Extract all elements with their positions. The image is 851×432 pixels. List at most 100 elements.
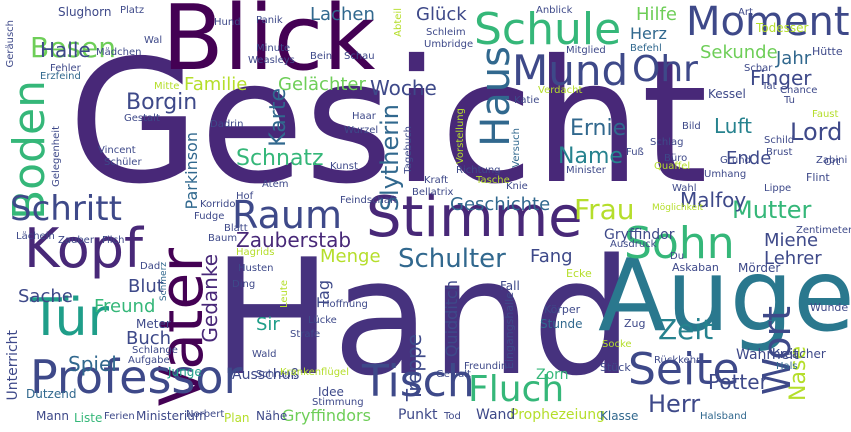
word-wal: Wal: [144, 35, 163, 46]
word-wand: Wand: [476, 407, 516, 423]
word-nähe: Nähe: [256, 409, 288, 423]
word-halle: Halle: [40, 38, 91, 62]
word-zentimeter: Zentimeter: [796, 225, 851, 236]
word-chance: Chance: [780, 85, 818, 96]
word-weasleys: Weasleys: [248, 55, 295, 66]
word-vorstellung: Vorstellung: [455, 108, 466, 165]
word-zauberstab: Zauberstab: [236, 228, 352, 252]
word-spiel: Spiel: [68, 352, 117, 376]
word-panik: Panik: [256, 15, 283, 26]
word-haus: Haus: [473, 46, 519, 147]
word-schlag: Schlag: [650, 137, 684, 148]
word-geschichte: Geschichte: [450, 194, 551, 215]
word-professor: Professor: [30, 350, 243, 404]
word-zorn: Zorn: [536, 367, 569, 383]
word-schmerz: Schmerz: [159, 262, 169, 302]
word-sekunde: Sekunde: [700, 42, 778, 63]
word-fluch: Fluch: [468, 369, 565, 410]
word-lippe: Lippe: [764, 183, 792, 194]
word-haar: Haar: [352, 111, 376, 122]
word-umbridge: Umbridge: [424, 39, 474, 50]
word-parkinson: Parkinson: [182, 132, 201, 210]
word-korridor: Korridor: [200, 199, 240, 210]
word-umhang: Umhang: [704, 169, 747, 180]
word-tod: Tod: [444, 411, 461, 422]
word-gesicht: Gesicht: [68, 24, 708, 222]
word-blatt: Blatt: [224, 223, 248, 234]
word-hütte: Hütte: [812, 45, 843, 58]
word-erzfeind: Erzfeind: [40, 71, 81, 82]
word-bein: Bein: [310, 51, 333, 62]
word-stunde: Stunde: [540, 317, 583, 331]
word-zeit: Zeit: [658, 313, 714, 346]
word-mitte: Mitte: [154, 81, 180, 92]
word-ding: Ding: [232, 279, 256, 290]
word-baum: Baum: [208, 233, 238, 244]
word-freund: Freund: [94, 296, 156, 317]
word-fang: Fang: [530, 246, 573, 267]
word-brust: Brust: [766, 147, 793, 158]
word-krankenflügel: Krankenflügel: [280, 367, 349, 378]
word-fehler: Fehler: [50, 63, 81, 74]
word-strafe: Strafe: [290, 329, 321, 340]
word-aufgabe: Aufgabe: [128, 355, 170, 366]
word-halsband: Halsband: [700, 411, 747, 422]
word-gryffindors: Gryffindors: [282, 406, 371, 425]
word-ort: Ort: [824, 157, 840, 168]
word-freundin: Freundin: [464, 361, 508, 372]
word-minute: Minute: [256, 43, 291, 54]
word-wahrheit: Wahrheit: [736, 347, 799, 363]
word-hagrids: Hagrids: [236, 247, 275, 258]
word-ausschuß: Ausschuß: [232, 367, 300, 383]
word-schar: Schar: [744, 63, 773, 74]
word-grund: Grund: [720, 155, 751, 166]
word-frau: Frau: [574, 193, 635, 226]
word-geräusch: Geräusch: [5, 20, 16, 68]
word-wahl: Wahl: [672, 183, 697, 194]
word-askaban: Askaban: [672, 261, 719, 274]
word-raum: Raum: [232, 193, 342, 237]
word-schlange: Schlange: [132, 345, 178, 356]
word-wunde: Wunde: [810, 301, 849, 314]
word-schritt: Schritt: [10, 189, 122, 229]
word-ferien: Ferien: [104, 411, 135, 422]
word-katie: Katie: [514, 95, 540, 106]
word-zauber: Zauber: [58, 235, 94, 246]
word-seite: Seite: [628, 344, 740, 395]
word-schule: Schule: [474, 4, 622, 55]
word-schau: Schau: [344, 51, 375, 62]
word-gelegenheit: Gelegenheit: [51, 126, 62, 187]
word-hund: Hund: [214, 17, 241, 28]
word-atem: Atem: [262, 179, 289, 190]
word-junge: Junge: [168, 365, 202, 379]
word-karte: Karte: [266, 88, 291, 147]
word-befehl: Befehl: [630, 43, 662, 54]
word-filch: Filch: [102, 235, 125, 246]
word-wurzel: Wurzel: [344, 125, 379, 136]
word-mann: Mann: [36, 409, 69, 423]
word-ministerium: Ministerium: [136, 409, 207, 423]
word-schrank: Schrank: [256, 369, 297, 380]
word-liste: Liste: [74, 411, 103, 425]
word-lücke: Lücke: [308, 315, 337, 326]
word-jahr: Jahr: [776, 48, 812, 69]
word-sir: Sir: [256, 314, 280, 335]
word-richtung: Richtung: [456, 165, 501, 176]
word-borgin: Borgin: [126, 90, 198, 115]
word-zabini: Zabini: [816, 155, 848, 166]
word-norbert: Norbert: [186, 409, 225, 420]
word-fall: Fall: [500, 279, 520, 293]
word-sohn: Sohn: [624, 218, 735, 269]
word-tu: Tu: [784, 95, 795, 106]
word-fudge: Fudge: [194, 211, 225, 222]
word-herr: Herr: [648, 390, 701, 418]
word-tat: Tat: [762, 81, 777, 92]
word-dadrin: Dadrin: [210, 119, 244, 130]
word-hals: Hals: [776, 361, 798, 372]
word-schüler: Schüler: [104, 157, 142, 168]
word-schleim: Schleim: [426, 27, 466, 38]
word-menge: Menge: [320, 246, 381, 267]
word-gryffindor: Gryffindor: [604, 227, 675, 243]
word-anblick: Anblick: [536, 5, 573, 16]
